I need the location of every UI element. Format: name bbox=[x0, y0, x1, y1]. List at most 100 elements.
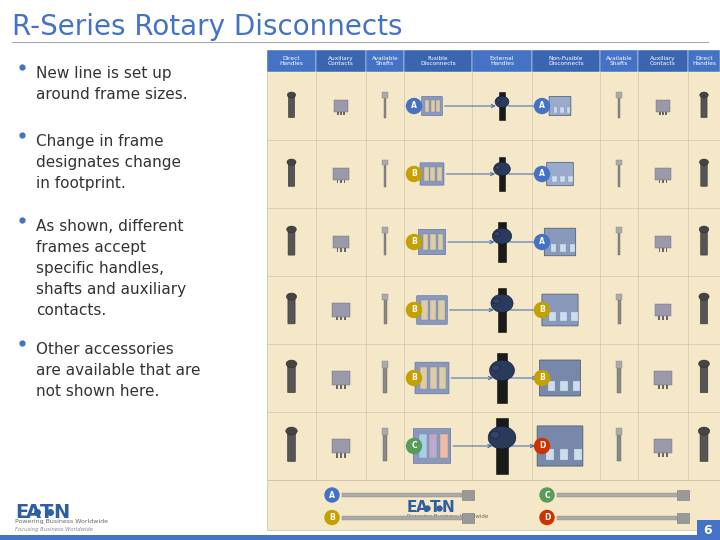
Bar bbox=[340, 316, 342, 320]
Bar bbox=[267, 50, 316, 72]
Bar bbox=[462, 490, 474, 500]
Bar bbox=[688, 50, 720, 72]
Text: N: N bbox=[442, 500, 455, 515]
FancyBboxPatch shape bbox=[287, 430, 295, 462]
FancyBboxPatch shape bbox=[420, 163, 444, 185]
FancyBboxPatch shape bbox=[413, 429, 451, 463]
Bar bbox=[342, 516, 462, 519]
Bar bbox=[382, 428, 388, 435]
Text: B: B bbox=[411, 306, 417, 314]
FancyBboxPatch shape bbox=[701, 296, 708, 324]
Bar bbox=[554, 107, 557, 112]
Ellipse shape bbox=[494, 162, 510, 176]
Circle shape bbox=[534, 438, 549, 454]
Text: T: T bbox=[430, 500, 441, 515]
Bar bbox=[419, 434, 427, 458]
Bar bbox=[424, 167, 428, 181]
Bar bbox=[267, 50, 720, 480]
Bar bbox=[665, 180, 667, 183]
Ellipse shape bbox=[488, 426, 516, 449]
Circle shape bbox=[407, 166, 421, 181]
Ellipse shape bbox=[495, 96, 509, 107]
Ellipse shape bbox=[287, 293, 297, 300]
Bar bbox=[560, 107, 564, 112]
Bar bbox=[316, 50, 366, 72]
Bar bbox=[343, 112, 345, 115]
Bar bbox=[430, 233, 436, 251]
FancyBboxPatch shape bbox=[539, 360, 580, 396]
Text: Non-Fusible
Disconnects: Non-Fusible Disconnects bbox=[548, 56, 584, 66]
Bar bbox=[618, 161, 621, 187]
Bar bbox=[0, 535, 720, 540]
Bar bbox=[472, 50, 532, 72]
FancyBboxPatch shape bbox=[417, 296, 447, 325]
Text: A: A bbox=[539, 170, 545, 179]
Text: B: B bbox=[411, 238, 417, 246]
Bar bbox=[560, 312, 567, 321]
Bar bbox=[498, 222, 506, 261]
FancyBboxPatch shape bbox=[415, 362, 449, 394]
Bar bbox=[654, 439, 672, 453]
Bar bbox=[431, 100, 435, 112]
Bar bbox=[383, 430, 387, 461]
Bar bbox=[440, 434, 448, 458]
Bar bbox=[662, 248, 664, 252]
Bar bbox=[570, 244, 575, 252]
Bar bbox=[343, 248, 346, 252]
Bar bbox=[430, 367, 437, 389]
Bar bbox=[340, 112, 342, 115]
Circle shape bbox=[407, 234, 421, 249]
Text: As shown, different
frames accept
specific handles,
shafts and auxiliary
contact: As shown, different frames accept specif… bbox=[36, 219, 186, 318]
Bar bbox=[439, 367, 446, 389]
Text: A: A bbox=[539, 102, 545, 111]
Ellipse shape bbox=[496, 99, 501, 102]
Bar bbox=[666, 316, 667, 320]
Bar bbox=[404, 50, 472, 72]
Bar bbox=[344, 385, 346, 389]
Bar bbox=[659, 248, 660, 252]
Bar bbox=[336, 248, 338, 252]
Bar bbox=[677, 490, 689, 500]
Text: E: E bbox=[15, 503, 28, 522]
Bar bbox=[616, 227, 622, 233]
Bar bbox=[662, 180, 664, 183]
Bar bbox=[384, 363, 387, 393]
Bar bbox=[496, 418, 508, 474]
Ellipse shape bbox=[699, 159, 708, 165]
Text: Change in frame
designates change
in footprint.: Change in frame designates change in foo… bbox=[36, 134, 181, 191]
Text: B: B bbox=[329, 513, 335, 522]
Text: Direct
Handles: Direct Handles bbox=[279, 56, 304, 66]
Circle shape bbox=[534, 98, 549, 113]
Bar bbox=[340, 454, 342, 457]
Ellipse shape bbox=[286, 427, 297, 435]
Circle shape bbox=[534, 370, 549, 386]
Ellipse shape bbox=[287, 92, 296, 98]
Bar bbox=[420, 367, 427, 389]
Bar bbox=[560, 449, 568, 460]
Bar bbox=[331, 438, 351, 454]
Ellipse shape bbox=[700, 92, 708, 98]
Bar bbox=[560, 176, 564, 182]
Bar bbox=[560, 381, 567, 390]
Bar bbox=[366, 50, 404, 72]
Text: D: D bbox=[544, 513, 550, 522]
Bar bbox=[567, 107, 570, 112]
Circle shape bbox=[407, 370, 421, 386]
Bar bbox=[340, 180, 342, 184]
Bar bbox=[423, 233, 428, 251]
Bar bbox=[662, 384, 664, 389]
Bar bbox=[436, 100, 441, 112]
Bar bbox=[344, 454, 346, 457]
Text: A: A bbox=[416, 500, 428, 515]
Text: A: A bbox=[26, 503, 41, 522]
Text: B: B bbox=[411, 170, 417, 179]
Bar bbox=[430, 300, 436, 320]
Bar bbox=[431, 167, 436, 181]
Bar bbox=[665, 248, 667, 252]
Bar bbox=[549, 312, 556, 321]
Text: N: N bbox=[53, 503, 69, 522]
FancyBboxPatch shape bbox=[288, 161, 294, 186]
Bar bbox=[662, 316, 664, 320]
Text: B: B bbox=[411, 374, 417, 382]
Bar bbox=[654, 372, 672, 384]
